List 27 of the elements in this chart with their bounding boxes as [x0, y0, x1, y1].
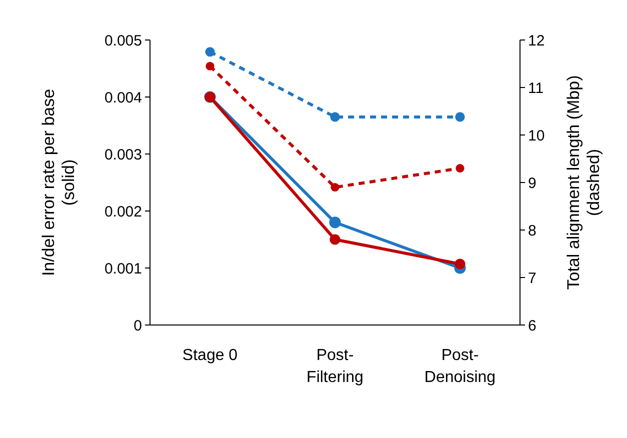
y2-tick-label: 7: [528, 270, 536, 287]
y-tick-label: 0.001: [104, 260, 142, 278]
point: [455, 112, 465, 122]
x-tick-label: Stage 0: [182, 347, 238, 364]
x-tick-label: Post- Denoising: [424, 347, 496, 386]
y2-tick-label: 6: [528, 317, 536, 334]
y-tick-label: 0.005: [104, 32, 142, 50]
point: [330, 182, 340, 192]
point: [206, 62, 214, 70]
y2-axis-title: Total alignment length (Mbp) (dashed): [564, 75, 603, 290]
y2-tick-label: 11: [528, 80, 544, 97]
y2-tick-label: 12: [528, 32, 545, 50]
point: [205, 47, 215, 57]
y2-tick-label: 9: [528, 174, 536, 192]
y-tick-label: 0.004: [104, 89, 142, 106]
point: [330, 234, 340, 245]
point: [456, 164, 464, 173]
y2-tick-label: 10: [528, 127, 545, 144]
y2-tick-label: 8: [528, 222, 536, 240]
point: [329, 216, 341, 228]
point: [454, 258, 466, 270]
x-tick-label: Post- Filtering: [306, 347, 364, 386]
y-tick-label: 0.003: [104, 146, 142, 164]
y-tick-label: 0: [134, 317, 142, 334]
point: [330, 112, 340, 122]
y-axis-title: In/del error rate per base (solid): [39, 88, 78, 276]
y-tick-label: 0.002: [104, 203, 142, 220]
